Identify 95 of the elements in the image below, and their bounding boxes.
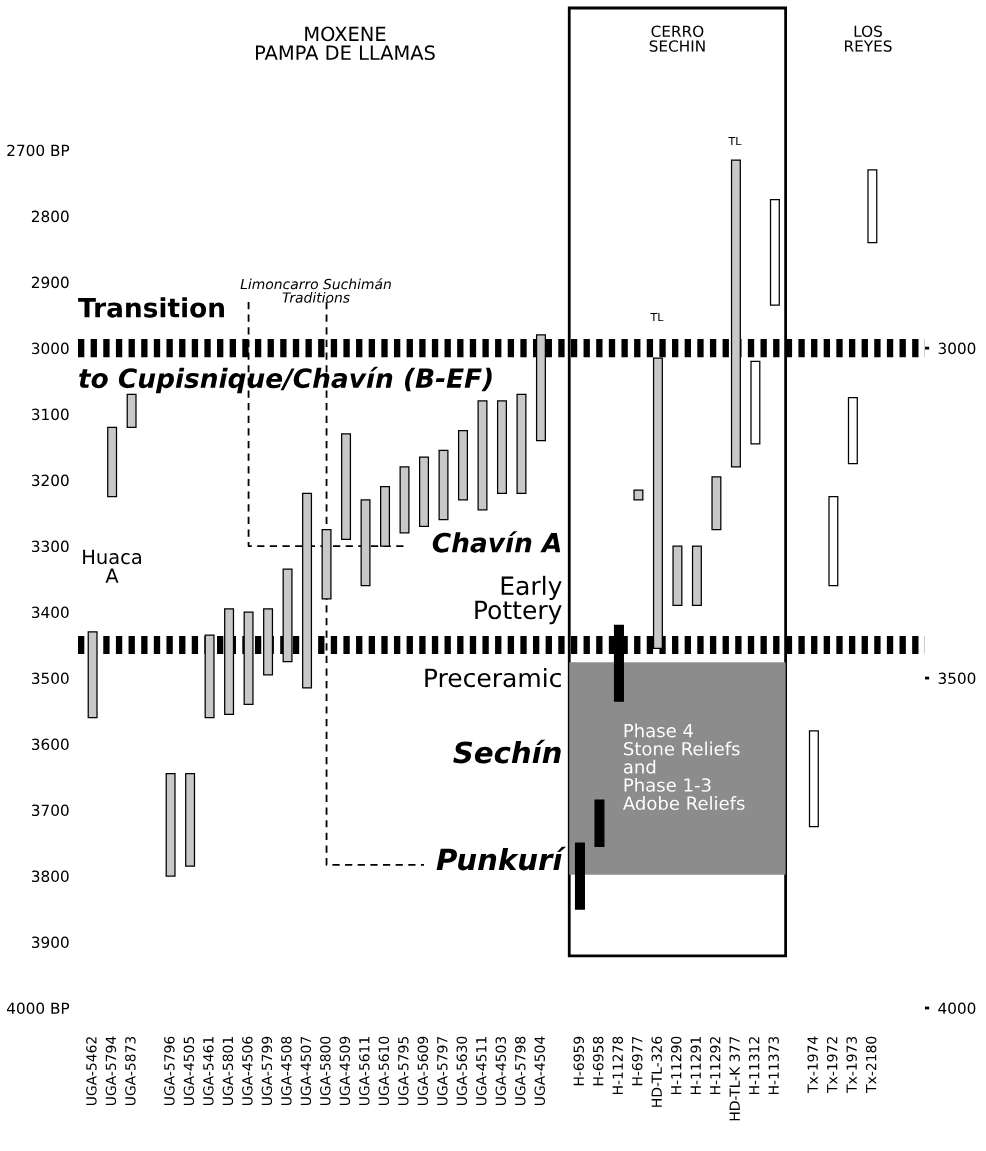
- x-tick-label: HD-TL-K 377: [729, 1036, 740, 1121]
- bar: [750, 360, 761, 445]
- bar: [496, 400, 507, 494]
- bar: [711, 476, 722, 531]
- x-tick-label: H-6977: [631, 1036, 643, 1086]
- y-tick-label: 3000: [31, 342, 69, 355]
- y-tick-label: 2900: [31, 276, 69, 289]
- x-tick-label: HD-TL-326: [651, 1036, 662, 1107]
- x-tick-label: H-6959: [573, 1036, 584, 1086]
- bar: [594, 799, 605, 847]
- x-tick-label: H-6958: [592, 1036, 604, 1086]
- annotation: Limoncarro Suchimán Traditions: [240, 278, 391, 303]
- x-tick-label: UGA-5797: [437, 1036, 448, 1106]
- x-tick-label: UGA-4505: [183, 1036, 195, 1106]
- x-tick-label: UGA-4509: [339, 1036, 351, 1106]
- bar: [672, 545, 683, 607]
- y2-tick-label: 4000: [938, 1002, 976, 1015]
- x-tick-label: UGA-5610: [378, 1036, 390, 1106]
- x-tick-label: UGA-4507: [300, 1036, 312, 1106]
- annotation: Preceramic: [425, 667, 561, 688]
- y2-tick-label: 3500: [938, 672, 976, 685]
- annotation: TL: [650, 312, 664, 322]
- x-tick-label: UGA-5799: [261, 1036, 273, 1106]
- x-tick-label: Tx-1972: [826, 1037, 838, 1093]
- bar: [769, 199, 780, 306]
- annotation: CERRO SECHIN: [649, 25, 705, 52]
- x-tick-label: H-11312: [748, 1037, 760, 1095]
- bar: [399, 466, 410, 534]
- x-tick-label: H-11292: [709, 1037, 721, 1095]
- x-tick-label: UGA-5461: [203, 1037, 214, 1106]
- x-tick-label: UGA-5796: [164, 1036, 175, 1106]
- bar: [828, 495, 839, 587]
- annotation: to Cupisnique/Chavín (B-EF): [79, 366, 492, 394]
- y-tick-label: 2700 BP: [7, 144, 70, 157]
- annotation: Sechín: [453, 739, 561, 764]
- x-tick-label: UGA-5801: [222, 1037, 234, 1106]
- x-tick-label: H-11290: [670, 1036, 682, 1095]
- x-tick-label: UGA-4511: [476, 1037, 487, 1106]
- x-tick-label: H-11278: [612, 1036, 623, 1095]
- annotation: Transition: [78, 297, 224, 318]
- band-label: Phase 4 Stone Reliefs and Phase 1-3 Adobe Reliefs: [622, 723, 745, 811]
- x-tick-label: UGA-5462: [86, 1037, 97, 1106]
- annotation: MOXENE PAMPA DE LLAMAS: [256, 26, 435, 61]
- bar: [87, 631, 98, 719]
- annotation: Chavín A: [432, 531, 561, 553]
- bar: [438, 449, 449, 521]
- bar: [165, 773, 176, 877]
- y-tick-label: 3600: [31, 738, 69, 751]
- y-tick-label: 3100: [31, 408, 69, 421]
- y-tick-label: 3300: [31, 540, 69, 553]
- x-tick-label: UGA-5630: [456, 1036, 468, 1106]
- x-tick-label: Tx-1974: [807, 1036, 818, 1093]
- x-tick-label: UGA-5800: [320, 1036, 331, 1106]
- bar: [126, 393, 137, 428]
- x-tick-label: UGA-5795: [398, 1036, 409, 1106]
- bar: [419, 456, 430, 527]
- annotation: LOS REYES: [845, 25, 892, 52]
- annotation: Punkurí: [436, 846, 567, 871]
- bar: [633, 489, 644, 501]
- annotation: TL: [728, 136, 742, 146]
- y-tick-label: 3500: [31, 672, 69, 685]
- x-tick-label: UGA-4503: [495, 1036, 507, 1106]
- bar: [691, 545, 702, 607]
- y-tick-label: 2800: [31, 210, 69, 223]
- y-tick-label: 3400: [31, 606, 69, 619]
- bar: [477, 400, 488, 511]
- annotation: Huaca A: [83, 549, 141, 583]
- x-tick-label: UGA-5873: [125, 1036, 136, 1106]
- x-tick-label: UGA-4504: [534, 1036, 545, 1106]
- bar: [808, 730, 819, 828]
- y-tick-label: 3800: [31, 870, 69, 883]
- x-tick-label: UGA-5794: [105, 1036, 117, 1106]
- x-tick-label: UGA-4506: [242, 1036, 253, 1106]
- y2-tick-label: 3000: [938, 342, 976, 355]
- x-tick-label: UGA-5611: [359, 1037, 370, 1106]
- y-tick-label: 4000 BP: [6, 1002, 70, 1015]
- y-tick-label: 3200: [31, 474, 69, 487]
- bar: [847, 396, 858, 465]
- bar: [574, 842, 585, 910]
- annotation: Early Pottery: [475, 575, 562, 625]
- y-tick-label: 3700: [31, 804, 69, 817]
- x-tick-label: H-11373: [768, 1036, 779, 1095]
- bar: [516, 393, 527, 494]
- bar: [867, 169, 878, 244]
- x-tick-label: UGA-5798: [515, 1036, 526, 1106]
- bar: [107, 426, 118, 498]
- x-tick-label: Tx-1973: [846, 1036, 857, 1093]
- x-tick-label: UGA-4508: [281, 1036, 292, 1106]
- x-tick-label: UGA-5609: [417, 1036, 429, 1106]
- x-tick-label: H-11291: [690, 1037, 701, 1095]
- bar: [457, 429, 469, 501]
- bar: [341, 433, 352, 541]
- bar: [185, 773, 196, 867]
- y-tick-label: 3900: [31, 936, 69, 949]
- x-tick-label: Tx-2180: [865, 1036, 877, 1093]
